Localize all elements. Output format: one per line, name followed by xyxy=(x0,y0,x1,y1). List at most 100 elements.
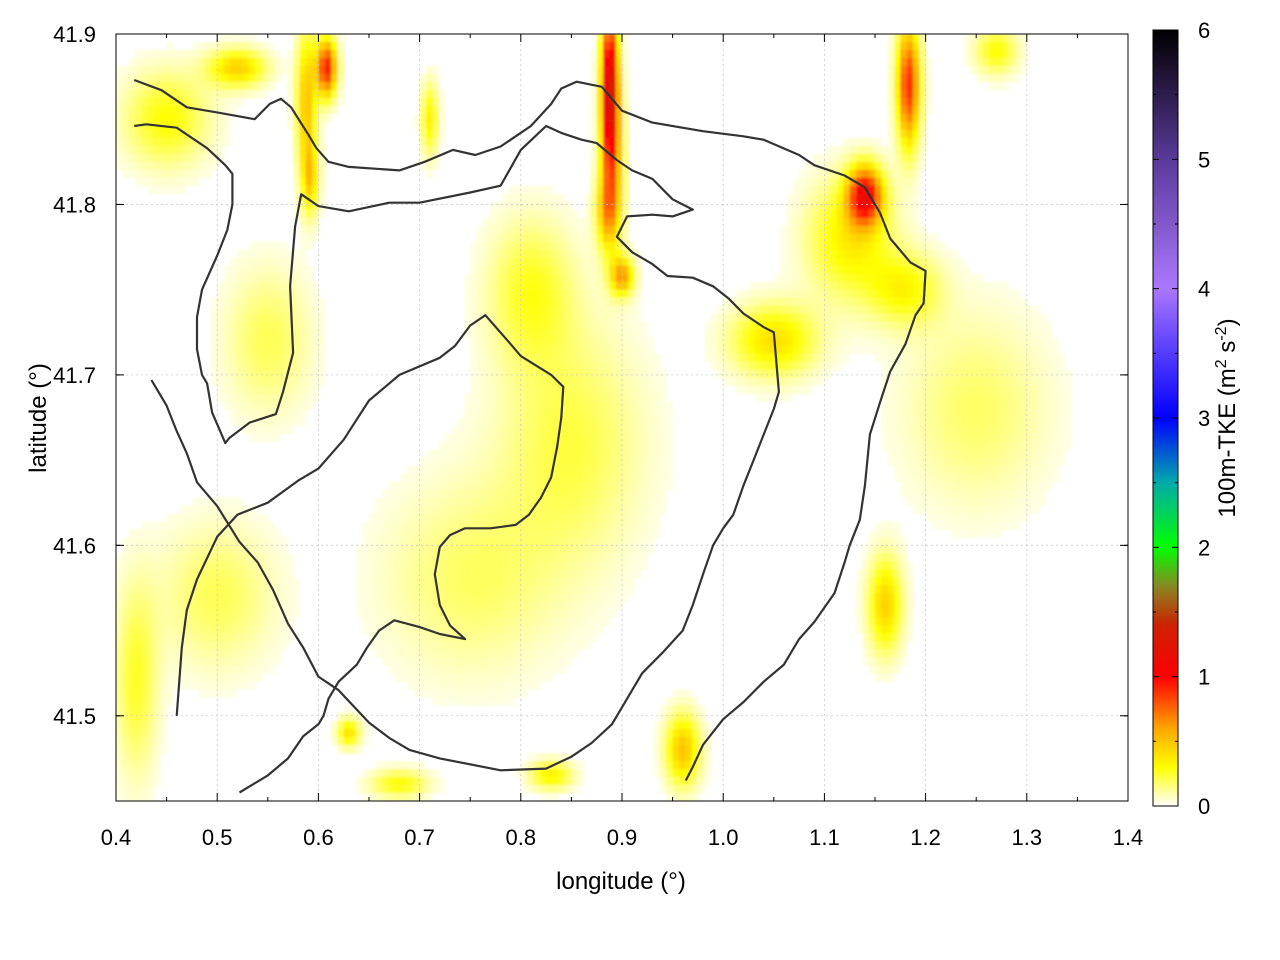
heatmap-cell xyxy=(223,537,231,546)
heatmap-cell xyxy=(811,297,819,307)
heatmap-cell xyxy=(742,369,750,379)
heatmap-cell xyxy=(912,297,920,307)
heatmap-cell xyxy=(603,297,610,307)
heatmap-cell xyxy=(375,537,383,546)
heatmap-cell xyxy=(818,329,825,339)
heatmap-cell xyxy=(286,593,294,602)
heatmap-cell xyxy=(988,81,996,91)
heatmap-cell xyxy=(533,521,541,530)
heatmap-cell xyxy=(217,281,225,291)
heatmap-cell xyxy=(261,521,269,530)
heatmap-cell xyxy=(546,273,554,283)
heatmap-cell xyxy=(1020,457,1028,467)
heatmap-cell xyxy=(868,345,876,355)
heatmap-cell xyxy=(539,321,547,331)
heatmap-cell xyxy=(489,313,497,323)
heatmap-cell xyxy=(786,337,794,347)
heatmap-cell xyxy=(640,513,648,522)
heatmap-cell xyxy=(369,561,376,570)
heatmap-cell xyxy=(242,409,250,419)
heatmap-cell xyxy=(761,321,769,331)
heatmap-cell xyxy=(634,313,642,323)
heatmap-cell xyxy=(849,193,857,203)
heatmap-cell xyxy=(640,433,648,443)
heatmap-cell xyxy=(185,553,193,562)
heatmap-cell xyxy=(792,225,800,235)
heatmap-cell xyxy=(255,329,263,339)
heatmap-cell xyxy=(495,481,503,491)
heatmap-cell xyxy=(818,321,825,331)
heatmap-cell xyxy=(735,321,743,331)
heatmap-cell xyxy=(995,305,1003,315)
heatmap-cell xyxy=(527,505,535,514)
heatmap-cell xyxy=(242,57,250,67)
heatmap-cell xyxy=(868,329,876,339)
heatmap-cell xyxy=(900,545,908,554)
heatmap-cell xyxy=(248,425,256,435)
heatmap-cell xyxy=(622,73,629,83)
heatmap-cell xyxy=(312,209,319,219)
heatmap-cell xyxy=(919,137,927,147)
heatmap-cell xyxy=(881,553,889,562)
heatmap-cell xyxy=(653,457,661,467)
heatmap-cell xyxy=(470,505,478,514)
heatmap-cell xyxy=(267,377,275,387)
heatmap-cell xyxy=(818,305,825,315)
heatmap-cell xyxy=(609,241,617,251)
heatmap-cell xyxy=(584,273,591,283)
heatmap-cell xyxy=(584,401,591,411)
heatmap-cell xyxy=(229,369,237,379)
heatmap-cell xyxy=(1045,433,1053,443)
heatmap-cell xyxy=(166,73,174,83)
heatmap-cell xyxy=(837,177,844,187)
heatmap-cell xyxy=(615,137,623,147)
heatmap-cell xyxy=(786,353,794,363)
heatmap-cell xyxy=(514,345,522,355)
heatmap-cell xyxy=(811,177,819,187)
heatmap-cell xyxy=(609,593,617,602)
heatmap-cell xyxy=(369,545,376,554)
heatmap-cell xyxy=(394,497,402,506)
heatmap-cell xyxy=(286,417,294,427)
heatmap-cell xyxy=(229,385,237,395)
heatmap-cell xyxy=(754,361,762,371)
heatmap-cell xyxy=(533,505,541,514)
heatmap-cell xyxy=(280,585,288,594)
heatmap-cell xyxy=(982,369,990,379)
heatmap-cell xyxy=(141,593,149,602)
heatmap-cell xyxy=(229,561,237,570)
heatmap-cell xyxy=(1033,337,1041,347)
heatmap-cell xyxy=(811,361,819,371)
heatmap-cell xyxy=(217,41,225,51)
heatmap-cell xyxy=(830,193,838,203)
heatmap-cell xyxy=(887,249,895,259)
heatmap-cell xyxy=(590,329,598,339)
heatmap-cell xyxy=(577,417,585,427)
heatmap-cell xyxy=(995,401,1003,411)
heatmap-cell xyxy=(640,385,648,395)
heatmap-cell xyxy=(255,337,263,347)
heatmap-cell xyxy=(381,585,389,594)
heatmap-cell xyxy=(811,249,819,259)
heatmap-cell xyxy=(938,249,946,259)
heatmap-cell xyxy=(590,601,598,610)
heatmap-cell xyxy=(906,41,914,51)
heatmap-cell xyxy=(653,401,661,411)
heatmap-cell xyxy=(596,177,604,187)
heatmap-cell xyxy=(786,305,794,315)
heatmap-cell xyxy=(160,161,168,171)
heatmap-cell xyxy=(185,81,193,91)
heatmap-cell xyxy=(881,577,889,586)
heatmap-cell xyxy=(539,353,547,363)
heatmap-cell xyxy=(217,345,225,355)
heatmap-cell xyxy=(501,529,509,538)
heatmap-cell xyxy=(634,465,642,475)
heatmap-cell xyxy=(470,385,478,395)
heatmap-cell xyxy=(716,313,724,323)
heatmap-cell xyxy=(628,321,636,331)
heatmap-cell xyxy=(463,545,471,554)
heatmap-cell xyxy=(1001,497,1009,506)
heatmap-cell xyxy=(470,257,478,267)
heatmap-cell xyxy=(571,209,579,219)
heatmap-cell xyxy=(147,561,155,570)
